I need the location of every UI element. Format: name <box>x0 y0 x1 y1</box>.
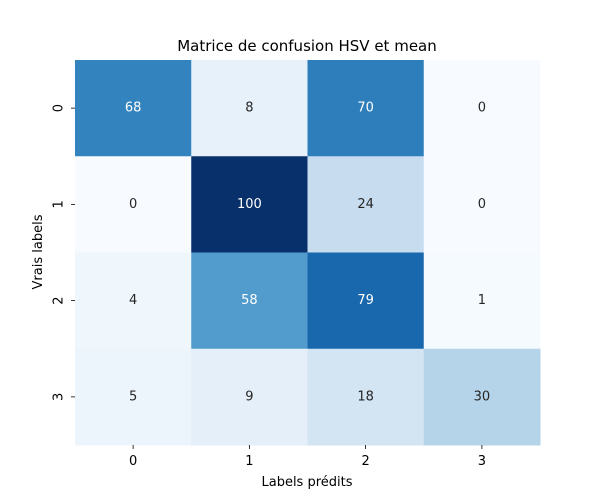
cell-value-3-1: 9 <box>245 389 253 404</box>
y-tick-label-0: 0 <box>52 104 67 112</box>
heatmap-cell-2-1 <box>191 252 308 350</box>
heatmap-cell-3-0 <box>75 348 192 446</box>
cell-value-2-2: 79 <box>357 293 374 308</box>
cell-value-2-3: 1 <box>478 293 486 308</box>
heatmap-cell-0-2 <box>307 60 425 157</box>
cell-value-0-3: 0 <box>478 101 486 116</box>
cell-value-0-1: 8 <box>245 101 253 116</box>
heatmap-cells <box>75 60 541 446</box>
x-tick-label-2: 2 <box>361 454 369 469</box>
heatmap-cell-0-3 <box>423 60 541 157</box>
x-tick-label-0: 0 <box>129 454 137 469</box>
cell-value-1-3: 0 <box>478 197 486 212</box>
cell-value-3-0: 5 <box>129 389 137 404</box>
cell-value-2-0: 4 <box>129 293 137 308</box>
cell-value-0-0: 68 <box>125 101 142 116</box>
y-tick-label-3: 3 <box>52 393 67 401</box>
cell-value-3-2: 18 <box>357 389 374 404</box>
y-axis-ticks: 0 1 2 3 <box>52 104 75 401</box>
cell-value-3-3: 30 <box>474 389 491 404</box>
cell-value-1-0: 0 <box>129 197 137 212</box>
cell-value-0-2: 70 <box>357 101 374 116</box>
x-axis-ticks: 0 1 2 3 <box>129 445 486 469</box>
heatmap-cell-1-1 <box>191 156 308 253</box>
heatmap-cell-1-2 <box>307 156 425 253</box>
heatmap-cell-3-1 <box>191 348 308 446</box>
heatmap-cell-3-3 <box>423 348 541 446</box>
heatmap-cell-1-0 <box>75 156 192 253</box>
heatmap-cell-3-2 <box>307 348 425 446</box>
chart-title: Matrice de confusion HSV et mean <box>177 37 437 55</box>
cell-value-1-1: 100 <box>237 197 262 212</box>
cell-value-2-1: 58 <box>241 293 258 308</box>
heatmap-cell-labels: 68 8 70 0 0 100 24 0 4 58 79 1 5 9 18 30 <box>125 101 490 405</box>
y-tick-label-2: 2 <box>52 296 67 304</box>
heatmap-cell-1-3 <box>423 156 541 253</box>
heatmap-cell-0-1 <box>191 60 308 157</box>
heatmap-cell-2-0 <box>75 252 192 350</box>
heatmap-cell-2-3 <box>423 252 541 350</box>
y-axis-title: Vrais labels <box>31 214 46 289</box>
heatmap-cell-0-0 <box>75 60 192 157</box>
y-tick-label-1: 1 <box>52 200 67 208</box>
x-axis-title: Labels prédits <box>261 475 352 490</box>
cell-value-1-2: 24 <box>357 197 374 212</box>
heatmap-cell-2-2 <box>307 252 425 350</box>
x-tick-label-1: 1 <box>245 454 253 469</box>
x-tick-label-3: 3 <box>478 454 486 469</box>
